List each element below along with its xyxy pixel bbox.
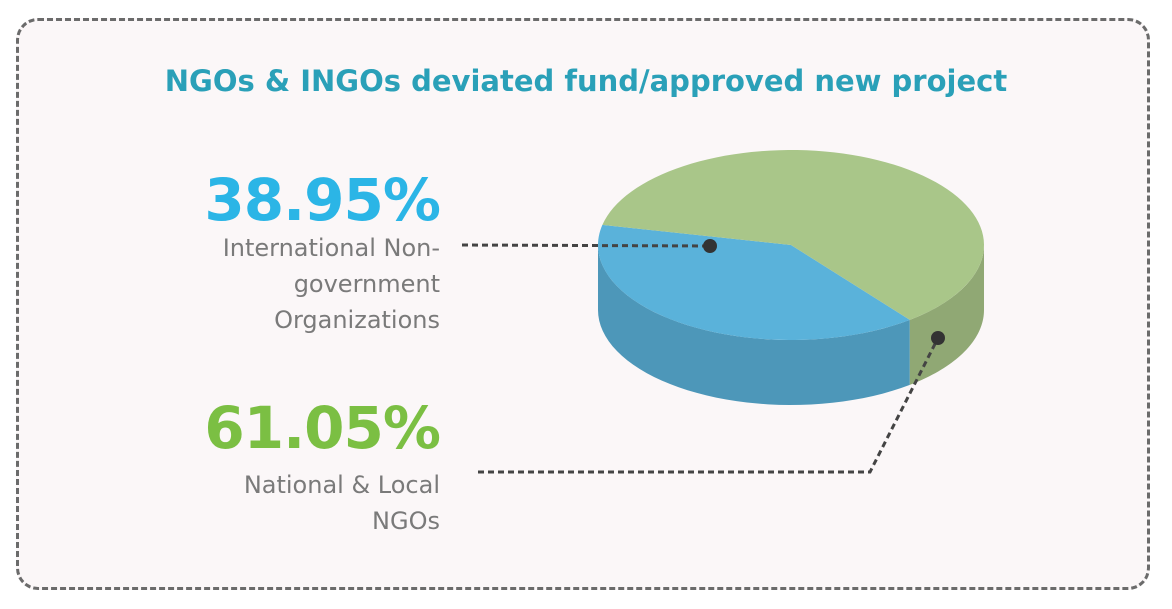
pie-side (909, 245, 984, 385)
category-label: National & Local NGOs (243, 471, 440, 535)
connector (478, 337, 940, 474)
value-label: 61.05% (204, 394, 441, 462)
category-label: International Non-government Organizatio… (222, 234, 440, 334)
connector-dot (703, 239, 717, 253)
pie-side (598, 245, 910, 405)
connector (461, 243, 711, 248)
connector-dot (931, 331, 945, 345)
pie-slice (598, 224, 910, 340)
value-label: 38.95% (204, 166, 441, 234)
pie (598, 150, 984, 405)
chart-title: NGOs & INGOs deviated fund/approved new … (164, 64, 1008, 98)
pie-slice (602, 150, 984, 320)
